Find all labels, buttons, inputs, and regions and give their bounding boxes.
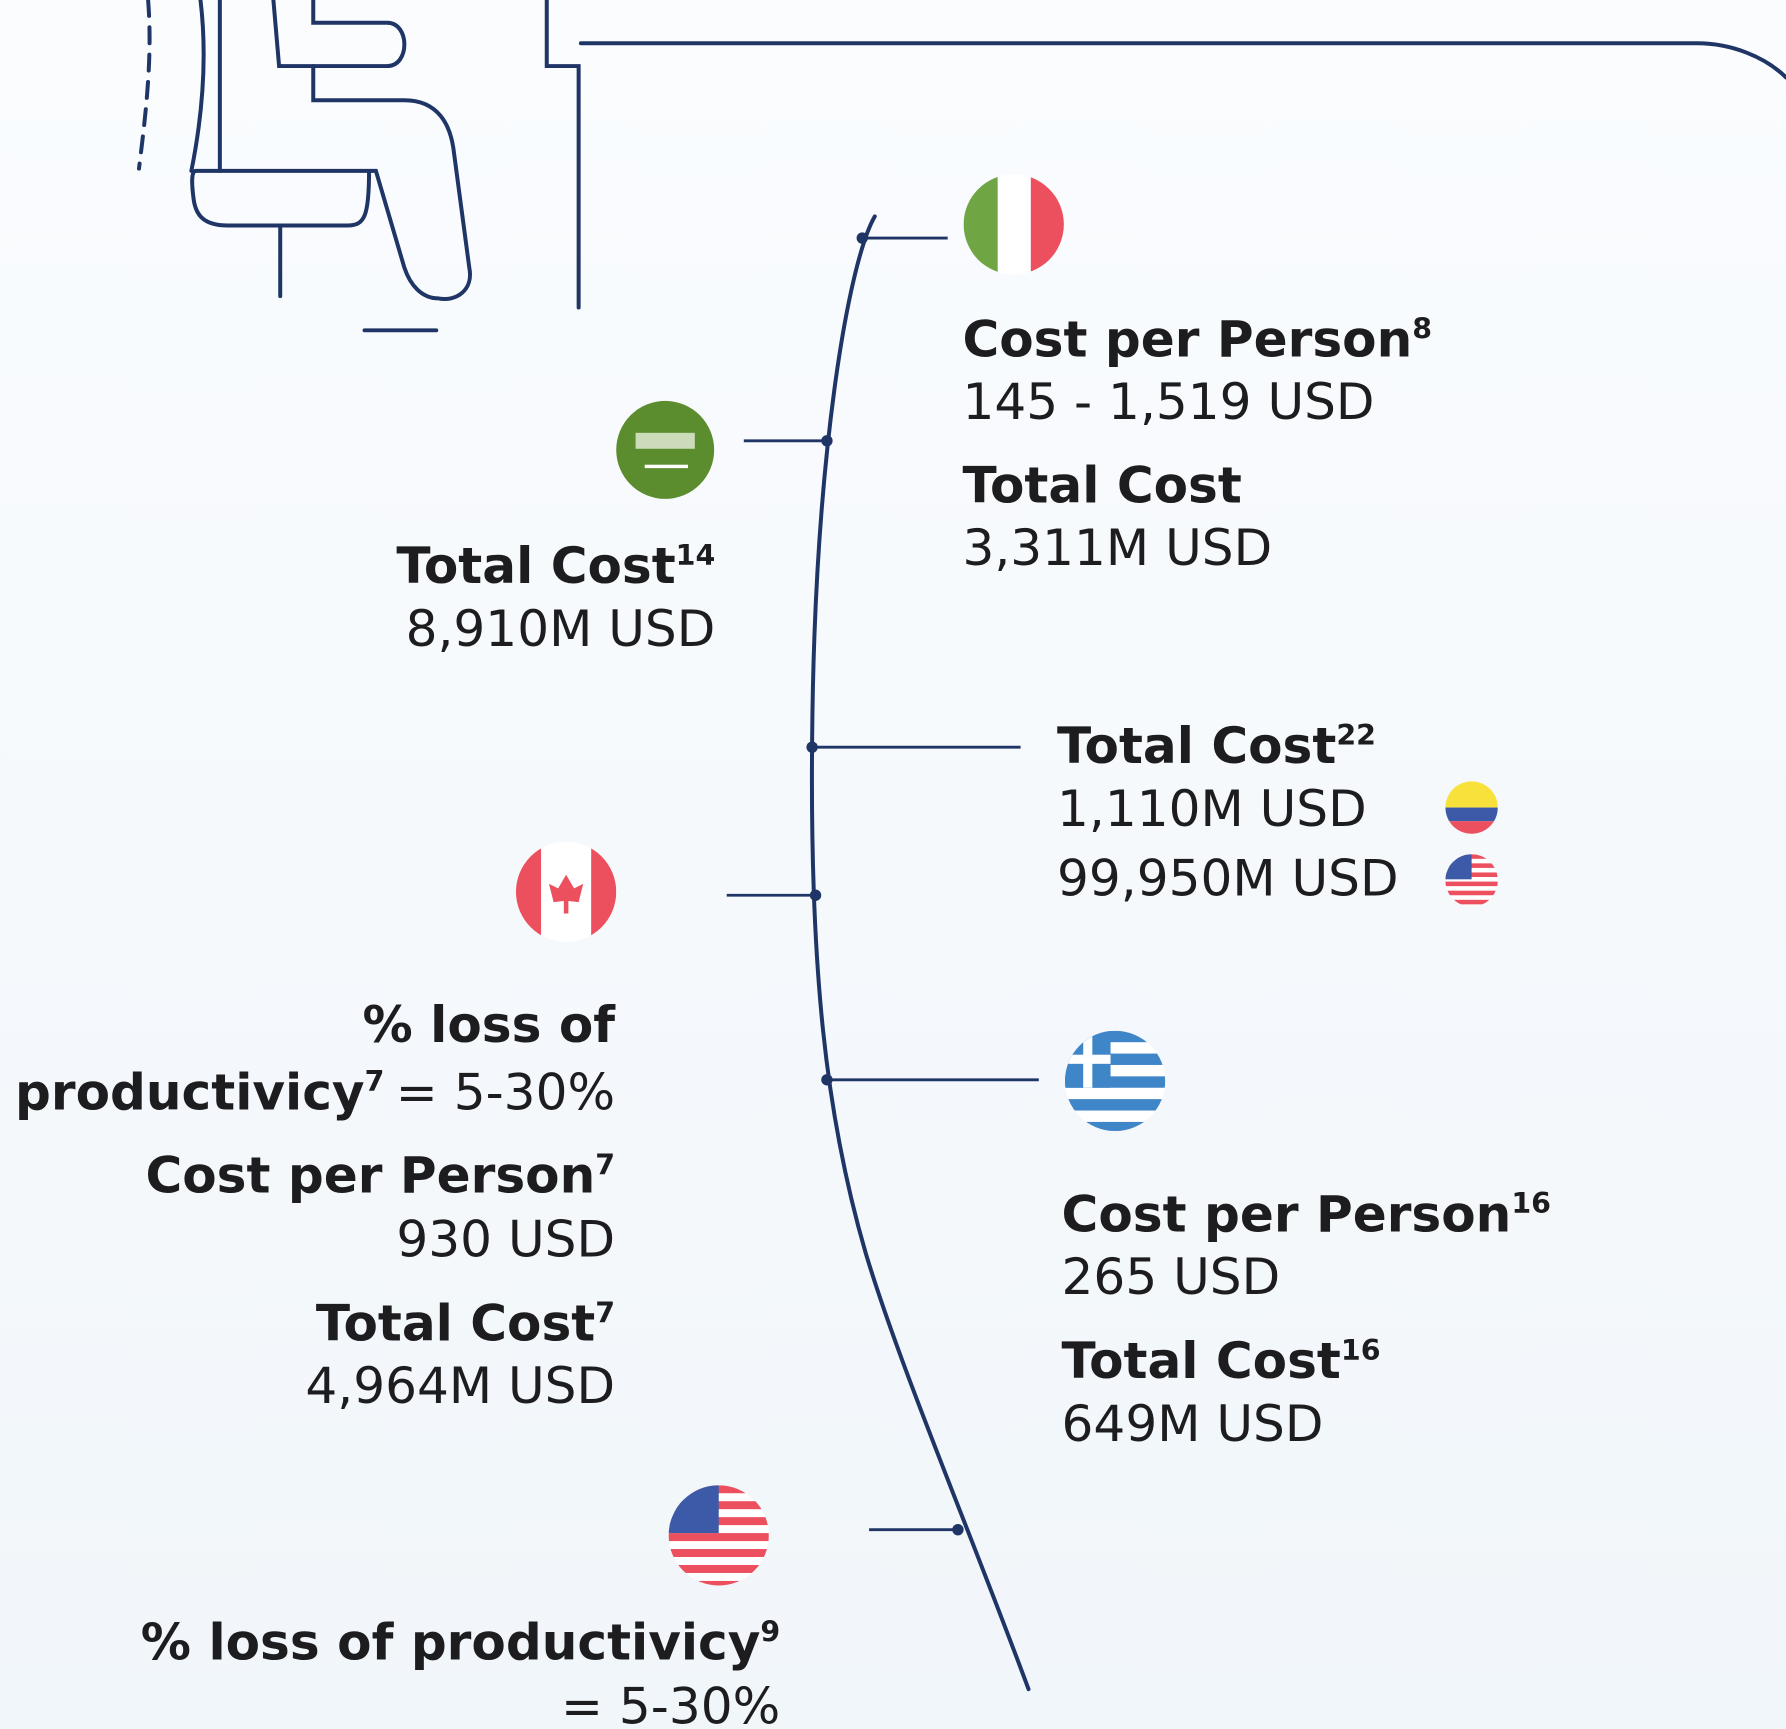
label-text: Total Cost xyxy=(1062,1331,1341,1390)
value: = 5-30% xyxy=(396,1062,615,1121)
label: Total Cost14 xyxy=(396,536,715,595)
label: Total Cost16 xyxy=(1062,1331,1381,1390)
label-text: Total Cost xyxy=(396,536,675,595)
footnote: 8 xyxy=(1412,312,1432,345)
value: 930 USD xyxy=(396,1209,615,1268)
label-text: Total Cost xyxy=(316,1294,595,1353)
value: 99,950M USD xyxy=(1057,848,1399,907)
value: 8,910M USD xyxy=(406,599,716,658)
label: Cost per Person7 xyxy=(145,1146,615,1205)
label-text: productivicy xyxy=(15,1062,365,1121)
value: 265 USD xyxy=(1062,1247,1281,1306)
value: 4,964M USD xyxy=(305,1356,615,1415)
label: Total Cost xyxy=(962,455,1241,514)
label-text: Cost per Person xyxy=(962,310,1412,369)
label: Cost per Person8 xyxy=(962,310,1432,369)
footnote: 14 xyxy=(676,539,716,572)
footnote: 22 xyxy=(1336,719,1376,752)
background xyxy=(0,0,1786,1729)
label: % loss of xyxy=(363,995,617,1054)
label: Cost per Person16 xyxy=(1062,1184,1551,1243)
footnote: 7 xyxy=(365,1065,385,1098)
value: 3,311M USD xyxy=(962,518,1272,577)
label: Total Cost22 xyxy=(1057,716,1376,775)
label-text: % loss of productivicy xyxy=(141,1613,761,1672)
label: Total Cost7 xyxy=(316,1294,615,1353)
label: % loss of productivicy9 xyxy=(141,1613,780,1672)
value: = 5-30% xyxy=(561,1676,780,1729)
value: 145 - 1,519 USD xyxy=(962,372,1374,431)
value: 1,110M USD xyxy=(1057,779,1367,838)
label: productivicy7 = 5-30% xyxy=(15,1062,615,1121)
footnote: 7 xyxy=(595,1296,615,1329)
footnote: 16 xyxy=(1341,1334,1381,1367)
footnote: 9 xyxy=(760,1615,780,1648)
label-text: Total Cost xyxy=(1057,716,1336,775)
label-text: Cost per Person xyxy=(145,1146,595,1205)
infographic: Cost per Person8 145 - 1,519 USD Total C… xyxy=(0,0,1786,1729)
value: 649M USD xyxy=(1062,1394,1324,1453)
label-text: Cost per Person xyxy=(1062,1184,1512,1243)
footnote: 7 xyxy=(595,1148,615,1181)
footnote: 16 xyxy=(1511,1187,1551,1220)
colombia-usa: Total Cost22 1,110M USD 99,950M USD xyxy=(1057,716,1399,907)
